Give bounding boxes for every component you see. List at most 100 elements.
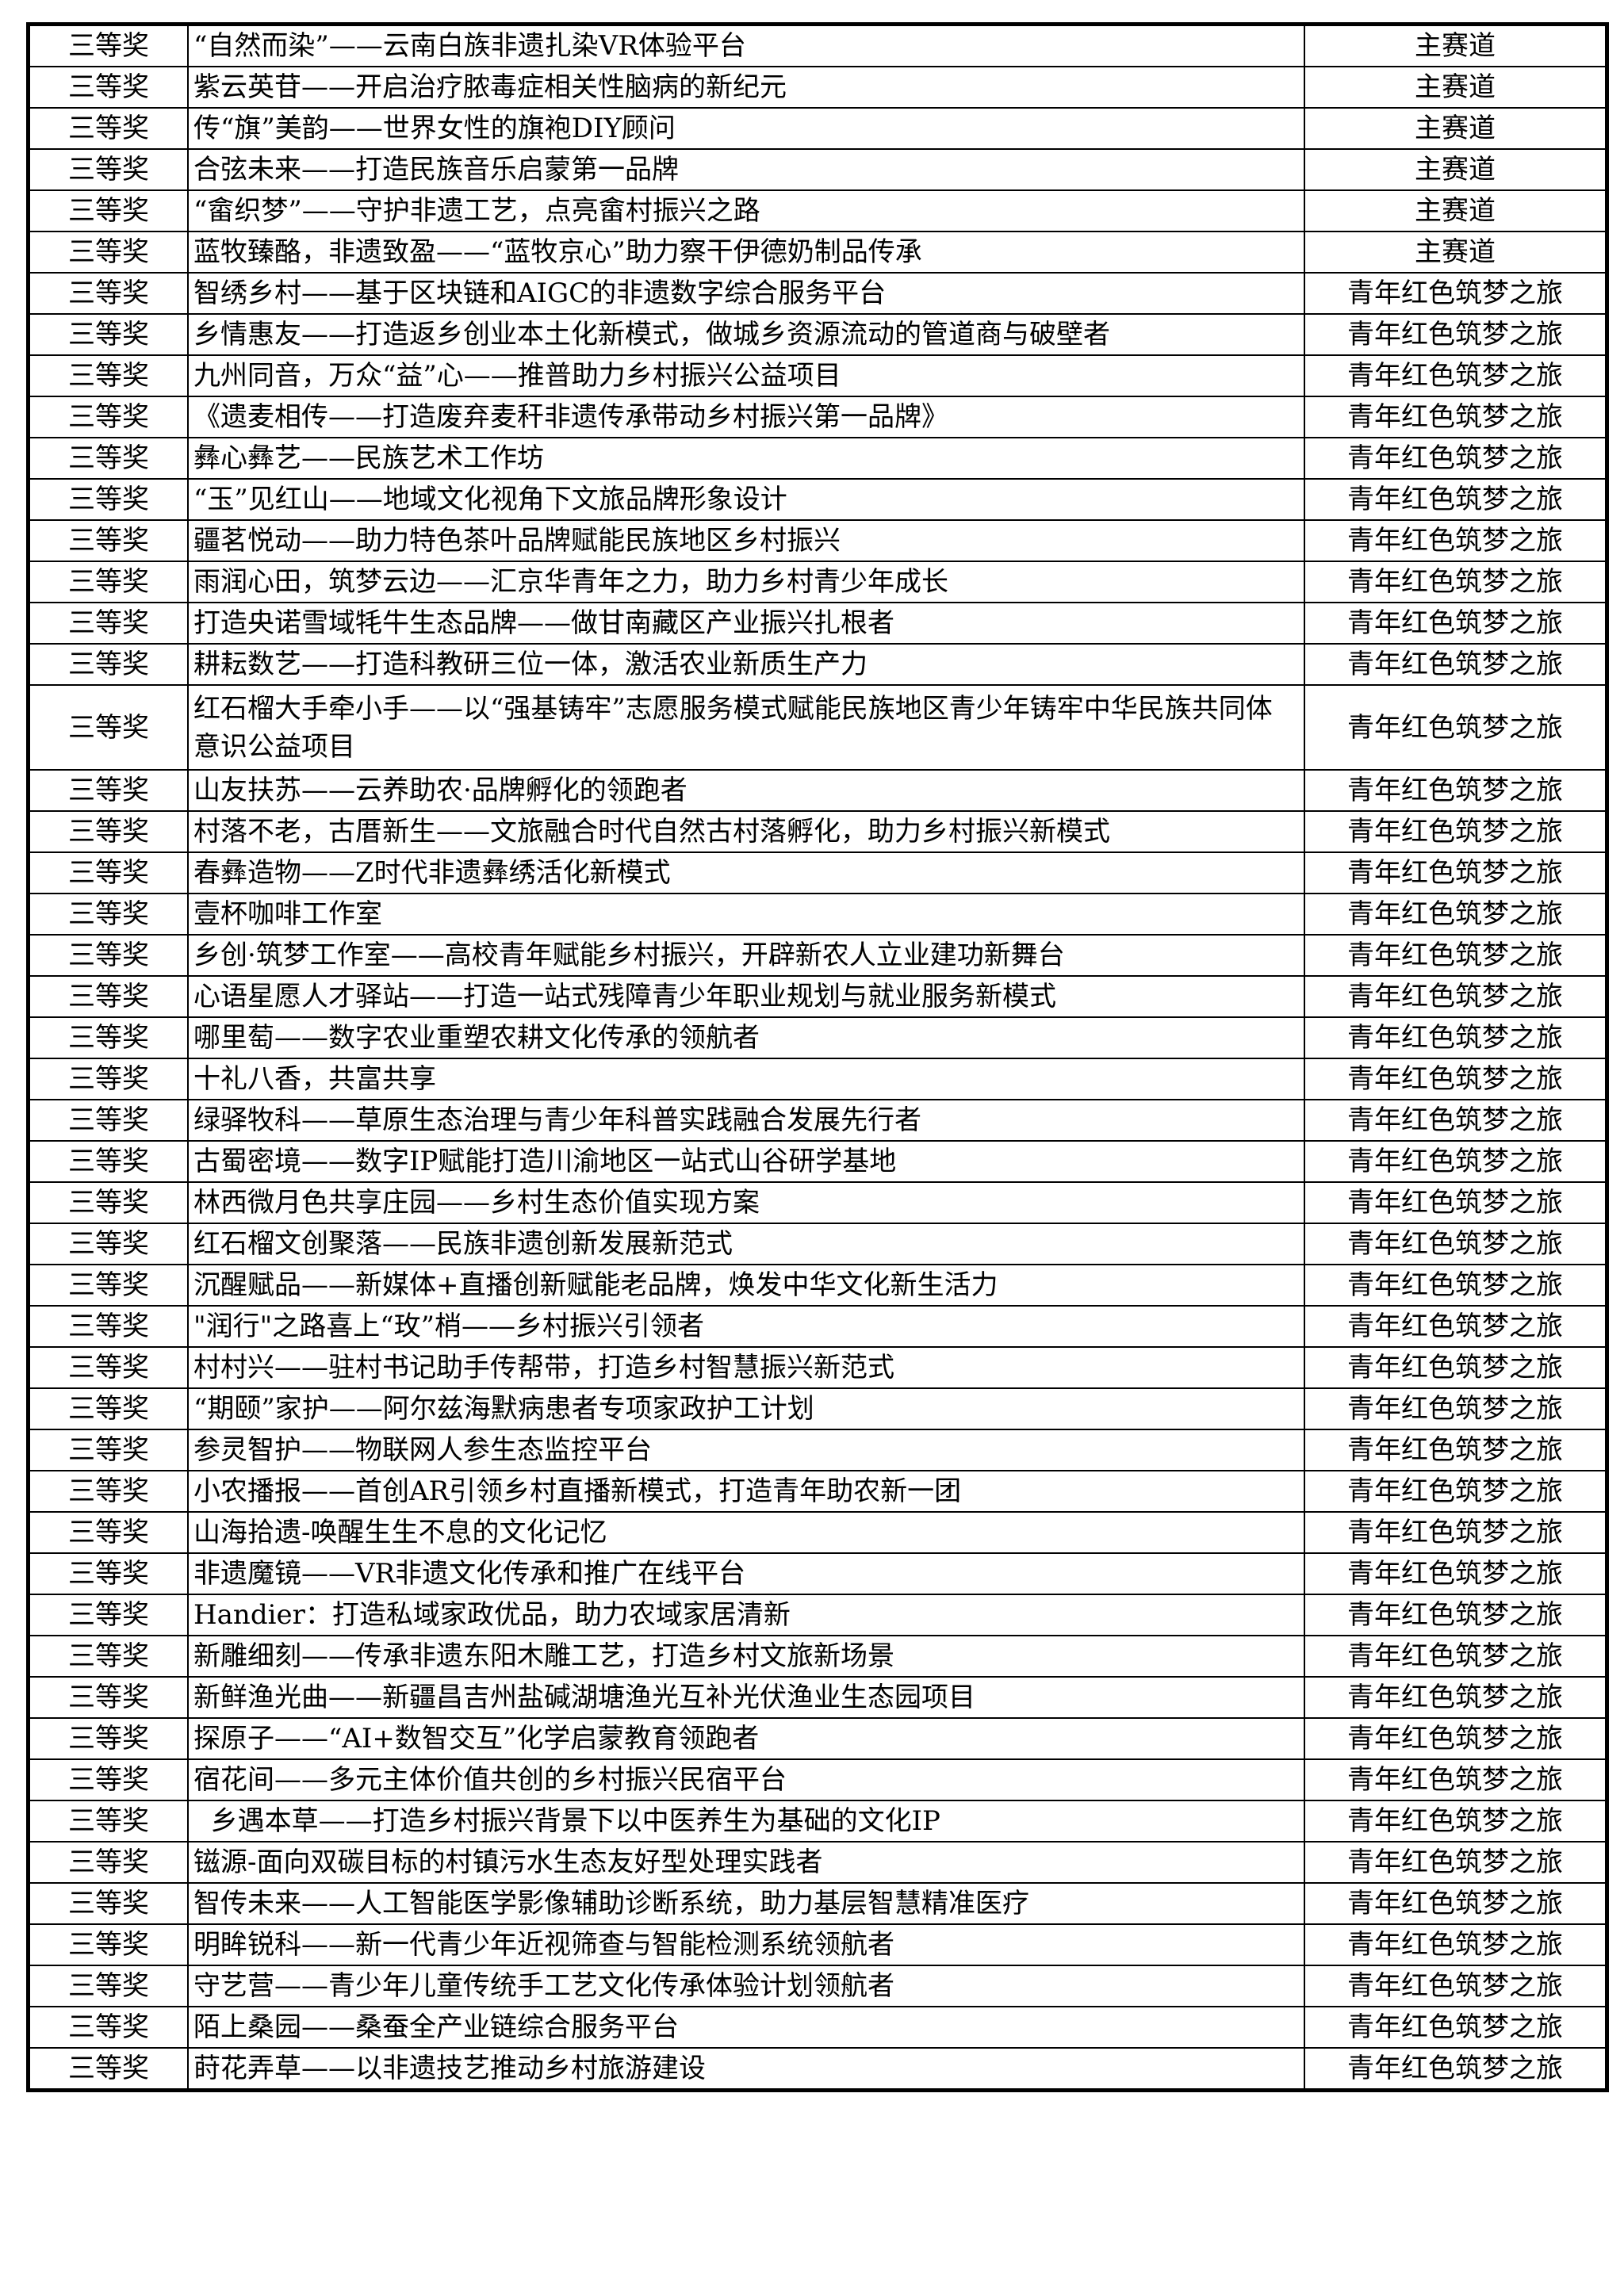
track-cell: 青年红色筑梦之旅: [1304, 1841, 1608, 1884]
project-name-cell: 乡情惠友——打造返乡创业本土化新模式，做城乡资源流动的管道商与破壁者: [187, 313, 1305, 356]
table-row: 三等奖 心语星愿人才驿站——打造一站式残障青少年职业规划与就业服务新模式 青年红色筑…: [27, 975, 1608, 1018]
track-cell: 青年红色筑梦之旅: [1304, 602, 1608, 645]
project-name-cell: 参灵智护——物联网人参生态监控平台: [187, 1429, 1305, 1471]
track-cell: 青年红色筑梦之旅: [1304, 1264, 1608, 1307]
award-cell: 三等奖: [27, 1099, 189, 1142]
table-row: 三等奖 合弦未来——打造民族音乐启蒙第一品牌 主赛道: [27, 148, 1608, 191]
table-row: 三等奖 探原子——“AI+数智交互”化学启蒙教育领跑者 青年红色筑梦之旅: [27, 1717, 1608, 1760]
track-cell: 青年红色筑梦之旅: [1304, 934, 1608, 977]
project-name-cell: 心语星愿人才驿站——打造一站式残障青少年职业规划与就业服务新模式: [187, 975, 1305, 1018]
table-row: 三等奖 守艺营——青少年儿童传统手工艺文化传承体验计划领航者 青年红色筑梦之旅: [27, 1965, 1608, 2007]
table-row: 三等奖 非遗魔镜——VR非遗文化传承和推广在线平台 青年红色筑梦之旅: [27, 1552, 1608, 1595]
track-cell: 主赛道: [1304, 23, 1608, 67]
table-row: 三等奖 陌上桑园——桑蚕全产业链综合服务平台 青年红色筑梦之旅: [27, 2006, 1608, 2049]
table-row: 三等奖 村村兴——驻村书记助手传帮带，打造乡村智慧振兴新范式 青年红色筑梦之旅: [27, 1346, 1608, 1389]
award-cell: 三等奖: [27, 1965, 189, 2007]
table-row: 三等奖 山海拾遗-唤醒生生不息的文化记忆 青年红色筑梦之旅: [27, 1511, 1608, 1554]
awards-table: 三等奖 “自然而染”——云南白族非遗扎染VR体验平台 主赛道 三等奖 紫云英苷——开启治…: [26, 22, 1609, 2092]
award-cell: 三等奖: [27, 2006, 189, 2049]
award-cell: 三等奖: [27, 851, 189, 894]
table-row: 三等奖 乡创·筑梦工作室——高校青年赋能乡村振兴，开辟新农人立业建功新舞台 青年红色…: [27, 934, 1608, 977]
award-cell: 三等奖: [27, 810, 189, 853]
project-name-cell: 莳花弄草——以非遗技艺推动乡村旅游建设: [187, 2047, 1305, 2091]
project-name-cell: 镃源-面向双碳目标的村镇污水生态友好型处理实践者: [187, 1841, 1305, 1884]
track-cell: 主赛道: [1304, 66, 1608, 109]
track-cell: 青年红色筑梦之旅: [1304, 1305, 1608, 1348]
project-name-cell: “畲织梦”——守护非遗工艺，点亮畲村振兴之路: [187, 189, 1305, 232]
award-cell: 三等奖: [27, 437, 189, 480]
project-name-cell: 小农播报——首创AR引领乡村直播新模式，打造青年助农新一团: [187, 1470, 1305, 1513]
project-name-cell: “期颐”家护——阿尔兹海默病患者专项家政护工计划: [187, 1387, 1305, 1430]
track-cell: 青年红色筑梦之旅: [1304, 1223, 1608, 1265]
project-name-cell: 林西微月色共享庄园——乡村生态价值实现方案: [187, 1181, 1305, 1224]
award-cell: 三等奖: [27, 1346, 189, 1389]
award-cell: 三等奖: [27, 934, 189, 977]
award-cell: 三等奖: [27, 1635, 189, 1678]
project-name-cell: 雨润心田，筑梦云边——汇京华青年之力，助力乡村青少年成长: [187, 561, 1305, 603]
table-row: 三等奖 宿花间——多元主体价值共创的乡村振兴民宿平台 青年红色筑梦之旅: [27, 1758, 1608, 1801]
track-cell: 青年红色筑梦之旅: [1304, 1429, 1608, 1471]
project-name-cell: 壹杯咖啡工作室: [187, 893, 1305, 936]
track-cell: 青年红色筑梦之旅: [1304, 1676, 1608, 1719]
project-name-cell: 耕耘数艺——打造科教研三位一体，激活农业新质生产力: [187, 643, 1305, 686]
table-row: 三等奖 打造央诺雪域牦牛生态品牌——做甘南藏区产业振兴扎根者 青年红色筑梦之旅: [27, 602, 1608, 645]
table-row: 三等奖 “玉”见红山——地域文化视角下文旅品牌形象设计 青年红色筑梦之旅: [27, 478, 1608, 521]
track-cell: 青年红色筑梦之旅: [1304, 1758, 1608, 1801]
table-row: 三等奖 红石榴大手牵小手——以“强基铸牢”志愿服务模式赋能民族地区青少年铸牢中华民…: [27, 684, 1608, 771]
track-cell: 青年红色筑梦之旅: [1304, 1346, 1608, 1389]
track-cell: 青年红色筑梦之旅: [1304, 1594, 1608, 1636]
project-name-cell: 陌上桑园——桑蚕全产业链综合服务平台: [187, 2006, 1305, 2049]
table-row: 三等奖 乡情惠友——打造返乡创业本土化新模式，做城乡资源流动的管道商与破壁者 青年红…: [27, 313, 1608, 356]
award-cell: 三等奖: [27, 1923, 189, 1966]
award-cell: 三等奖: [27, 643, 189, 686]
table-row: 三等奖 十礼八香，共富共享 青年红色筑梦之旅: [27, 1058, 1608, 1100]
table-row: 三等奖 古蜀密境——数字IP赋能打造川渝地区一站式山谷研学基地 青年红色筑梦之旅: [27, 1140, 1608, 1183]
track-cell: 青年红色筑梦之旅: [1304, 975, 1608, 1018]
table-row: 三等奖 “畲织梦”——守护非遗工艺，点亮畲村振兴之路 主赛道: [27, 189, 1608, 232]
project-name-cell: 红石榴大手牵小手——以“强基铸牢”志愿服务模式赋能民族地区青少年铸牢中华民族共同…: [187, 684, 1305, 771]
award-cell: 三等奖: [27, 1387, 189, 1430]
table-row: 三等奖 莳花弄草——以非遗技艺推动乡村旅游建设 青年红色筑梦之旅: [27, 2047, 1608, 2091]
track-cell: 主赛道: [1304, 231, 1608, 274]
table-row: 三等奖 雨润心田，筑梦云边——汇京华青年之力，助力乡村青少年成长 青年红色筑梦之旅: [27, 561, 1608, 603]
track-cell: 青年红色筑梦之旅: [1304, 1470, 1608, 1513]
awards-table-body: 三等奖 “自然而染”——云南白族非遗扎染VR体验平台 主赛道 三等奖 紫云英苷——开启治…: [27, 23, 1608, 2091]
project-name-cell: 明眸锐科——新一代青少年近视筛查与智能检测系统领航者: [187, 1923, 1305, 1966]
track-cell: 主赛道: [1304, 148, 1608, 191]
track-cell: 主赛道: [1304, 189, 1608, 232]
project-name-cell: 疆茗悦动——助力特色茶叶品牌赋能民族地区乡村振兴: [187, 519, 1305, 562]
table-row: 三等奖 “期颐”家护——阿尔兹海默病患者专项家政护工计划 青年红色筑梦之旅: [27, 1387, 1608, 1430]
track-cell: 青年红色筑梦之旅: [1304, 893, 1608, 936]
project-name-cell: 探原子——“AI+数智交互”化学启蒙教育领跑者: [187, 1717, 1305, 1760]
project-name-cell: 九州同音，万众“益”心——推普助力乡村振兴公益项目: [187, 354, 1305, 397]
award-cell: 三等奖: [27, 354, 189, 397]
project-name-cell: 山友扶苏——云养助农·品牌孵化的领跑者: [187, 769, 1305, 812]
award-cell: 三等奖: [27, 1470, 189, 1513]
track-cell: 青年红色筑梦之旅: [1304, 1140, 1608, 1183]
award-cell: 三等奖: [27, 1758, 189, 1801]
table-row: 三等奖 “自然而染”——云南白族非遗扎染VR体验平台 主赛道: [27, 23, 1608, 67]
track-cell: 青年红色筑梦之旅: [1304, 478, 1608, 521]
project-name-cell: 智传未来——人工智能医学影像辅助诊断系统，助力基层智慧精准医疗: [187, 1882, 1305, 1925]
track-cell: 青年红色筑梦之旅: [1304, 1099, 1608, 1142]
project-name-cell: 传“旗”美韵——世界女性的旗袍DIY顾问: [187, 107, 1305, 150]
track-cell: 青年红色筑梦之旅: [1304, 1058, 1608, 1100]
award-cell: 三等奖: [27, 1511, 189, 1554]
table-row: 三等奖 明眸锐科——新一代青少年近视筛查与智能检测系统领航者 青年红色筑梦之旅: [27, 1923, 1608, 1966]
project-name-cell: 非遗魔镜——VR非遗文化传承和推广在线平台: [187, 1552, 1305, 1595]
award-cell: 三等奖: [27, 1429, 189, 1471]
table-row: 三等奖 "润行"之路喜上“玫”梢——乡村振兴引领者 青年红色筑梦之旅: [27, 1305, 1608, 1348]
award-cell: 三等奖: [27, 107, 189, 150]
award-cell: 三等奖: [27, 148, 189, 191]
project-name-cell: 古蜀密境——数字IP赋能打造川渝地区一站式山谷研学基地: [187, 1140, 1305, 1183]
track-cell: 青年红色筑梦之旅: [1304, 396, 1608, 438]
project-name-cell: 乡遇本草——打造乡村振兴背景下以中医养生为基础的文化IP: [187, 1800, 1305, 1843]
track-cell: 青年红色筑梦之旅: [1304, 1016, 1608, 1059]
award-cell: 三等奖: [27, 1264, 189, 1307]
project-name-cell: 绿驿牧科——草原生态治理与青少年科普实践融合发展先行者: [187, 1099, 1305, 1142]
project-name-cell: “自然而染”——云南白族非遗扎染VR体验平台: [187, 23, 1305, 67]
track-cell: 青年红色筑梦之旅: [1304, 354, 1608, 397]
project-name-cell: 宿花间——多元主体价值共创的乡村振兴民宿平台: [187, 1758, 1305, 1801]
award-cell: 三等奖: [27, 1058, 189, 1100]
table-row: 三等奖 紫云英苷——开启治疗脓毒症相关性脑病的新纪元 主赛道: [27, 66, 1608, 109]
